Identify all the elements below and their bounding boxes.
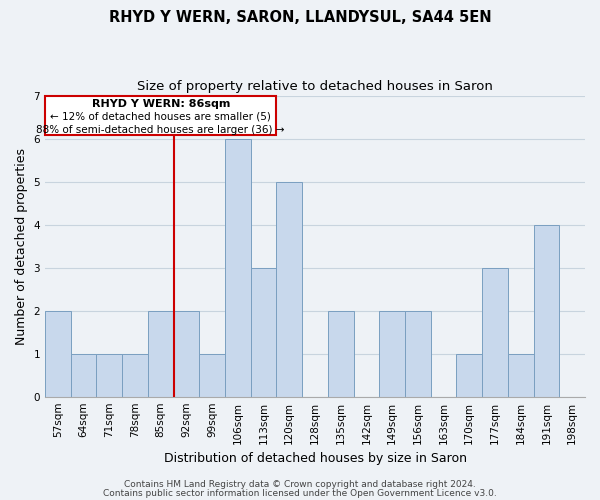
Text: 88% of semi-detached houses are larger (36) →: 88% of semi-detached houses are larger (… — [37, 125, 285, 135]
X-axis label: Distribution of detached houses by size in Saron: Distribution of detached houses by size … — [164, 452, 467, 465]
Title: Size of property relative to detached houses in Saron: Size of property relative to detached ho… — [137, 80, 493, 93]
Bar — [225, 138, 251, 396]
Text: Contains public sector information licensed under the Open Government Licence v3: Contains public sector information licen… — [103, 488, 497, 498]
Bar — [122, 354, 148, 397]
Text: RHYD Y WERN, SARON, LLANDYSUL, SA44 5EN: RHYD Y WERN, SARON, LLANDYSUL, SA44 5EN — [109, 10, 491, 25]
Bar — [328, 310, 353, 396]
Bar — [148, 310, 173, 396]
Bar — [97, 354, 122, 397]
Text: ← 12% of detached houses are smaller (5): ← 12% of detached houses are smaller (5) — [50, 112, 271, 122]
Bar — [533, 224, 559, 396]
Bar — [45, 310, 71, 396]
Bar — [508, 354, 533, 397]
Bar — [251, 268, 277, 396]
Bar — [173, 310, 199, 396]
Bar — [199, 354, 225, 397]
Text: RHYD Y WERN: 86sqm: RHYD Y WERN: 86sqm — [92, 99, 230, 109]
Bar — [457, 354, 482, 397]
FancyBboxPatch shape — [45, 96, 277, 135]
Bar — [405, 310, 431, 396]
Bar — [379, 310, 405, 396]
Bar — [482, 268, 508, 396]
Bar — [71, 354, 97, 397]
Bar — [277, 182, 302, 396]
Text: Contains HM Land Registry data © Crown copyright and database right 2024.: Contains HM Land Registry data © Crown c… — [124, 480, 476, 489]
Y-axis label: Number of detached properties: Number of detached properties — [15, 148, 28, 344]
